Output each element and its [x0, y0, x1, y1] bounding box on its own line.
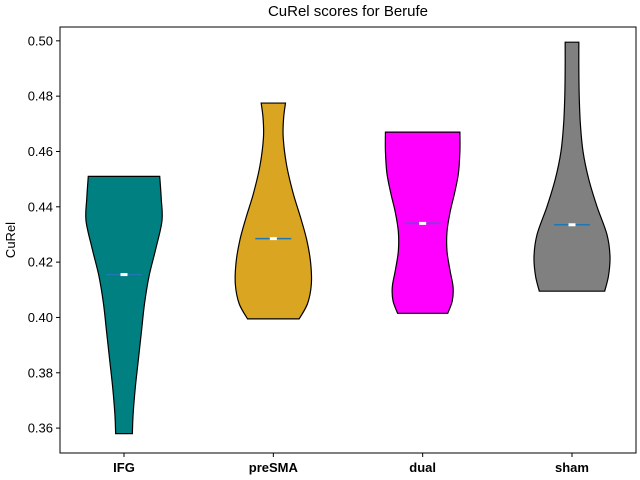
median-dot-dual — [419, 221, 427, 225]
y-tick-label: 0.46 — [28, 144, 53, 159]
y-axis-label: CuRel — [3, 222, 18, 258]
violin-IFG — [85, 175, 163, 435]
y-tick-label: 0.42 — [28, 255, 53, 270]
x-tick-label: preSMA — [249, 460, 299, 475]
y-axis: 0.36 0.38 0.40 0.42 0.44 0.46 0.48 0.50 — [28, 33, 60, 436]
violin-preSMA — [234, 102, 313, 320]
x-tick-label: dual — [409, 460, 436, 475]
y-tick-label: 0.40 — [28, 310, 53, 325]
x-tick-label: IFG — [113, 460, 135, 475]
y-tick-label: 0.44 — [28, 199, 53, 214]
x-tick-label: sham — [555, 460, 589, 475]
violins-group — [85, 41, 611, 435]
violin-sham — [533, 41, 611, 292]
y-tick-label: 0.48 — [28, 89, 53, 104]
median-dot-preSMA — [269, 237, 277, 241]
chart-title: CuRel scores for Berufe — [268, 3, 428, 20]
x-axis: IFG preSMA dual sham — [113, 453, 589, 475]
median-dot-IFG — [120, 273, 128, 277]
y-tick-label: 0.50 — [28, 33, 53, 48]
y-tick-label: 0.38 — [28, 365, 53, 380]
y-tick-label: 0.36 — [28, 421, 53, 436]
plot-frame — [59, 26, 637, 454]
median-dot-sham — [568, 223, 576, 227]
